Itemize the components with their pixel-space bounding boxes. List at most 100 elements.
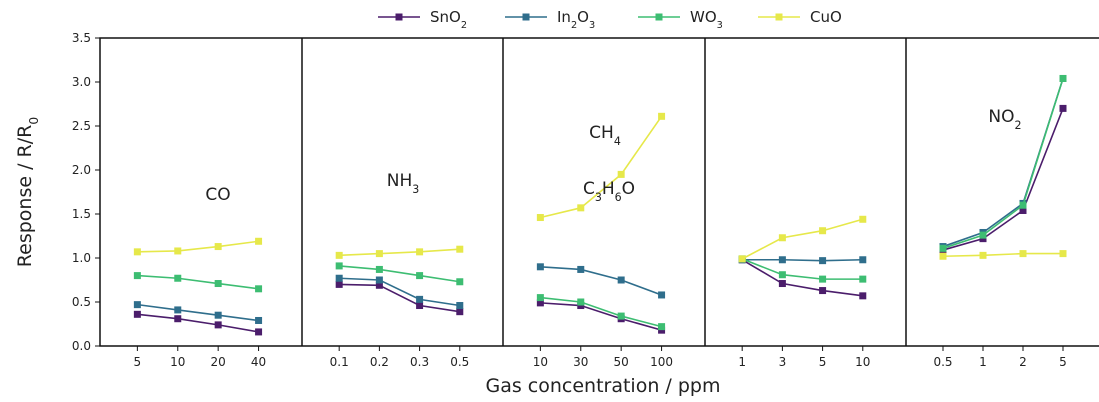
data-point (617, 276, 625, 284)
data-point (214, 280, 222, 288)
x-tick-label: 50 (614, 355, 629, 369)
data-point (819, 275, 827, 283)
data-point (738, 255, 746, 263)
x-tick-label: 0.5 (450, 355, 469, 369)
data-point (1019, 250, 1027, 258)
data-point (577, 298, 585, 306)
series-line (741, 218, 864, 260)
data-point (819, 287, 827, 295)
y-tick-label: 2.5 (72, 119, 91, 133)
data-point (859, 256, 867, 264)
legend-marker (395, 13, 403, 21)
data-point (375, 265, 383, 273)
data-point (133, 272, 141, 280)
series-line (540, 266, 662, 296)
x-tick-label: 5 (819, 355, 827, 369)
series-line (540, 115, 663, 219)
data-point (255, 316, 263, 324)
data-point (174, 247, 182, 255)
x-tick-label: 5 (1059, 355, 1067, 369)
data-point (536, 263, 544, 271)
y-tick-label: 0.5 (72, 295, 91, 309)
data-point (214, 243, 222, 251)
legend-label: SnO2 (430, 8, 467, 31)
data-point (979, 235, 987, 243)
data-point (133, 301, 141, 309)
series-line (540, 296, 662, 328)
x-tick-label: 10 (170, 355, 185, 369)
x-tick-label: 20 (211, 355, 226, 369)
data-point (375, 281, 383, 289)
panel-label: CH4 (589, 123, 621, 148)
data-point (658, 326, 666, 334)
data-point (335, 251, 343, 259)
data-point (335, 280, 343, 288)
data-point (617, 312, 625, 320)
data-point (1059, 104, 1067, 112)
x-tick-label: 10 (855, 355, 870, 369)
series-line (339, 248, 460, 257)
x-tick-label: 5 (134, 355, 142, 369)
data-point (255, 237, 263, 245)
data-point (416, 248, 424, 256)
panel-5: 0.5 1 2 5 NO2 (933, 74, 1067, 369)
data-point (375, 276, 383, 284)
data-point (1059, 74, 1067, 82)
legend-marker (522, 13, 530, 21)
panel-3: 10 30 50 100 CH4 (533, 112, 673, 369)
data-point (214, 311, 222, 319)
data-point (859, 275, 867, 283)
data-point (859, 215, 867, 223)
series-line (137, 240, 259, 253)
series-line (137, 313, 259, 333)
x-tick-label: 1 (738, 355, 746, 369)
y-tick-label: 3.0 (72, 75, 91, 89)
x-tick-label: 100 (650, 355, 673, 369)
series-line (137, 274, 259, 290)
series-line (942, 78, 1064, 250)
data-point (859, 292, 867, 300)
data-point (778, 256, 786, 264)
data-point (335, 274, 343, 282)
data-point (536, 299, 544, 307)
x-tick-label: 3 (779, 355, 787, 369)
data-point (939, 252, 947, 260)
data-point (416, 295, 424, 303)
series-line (540, 302, 662, 331)
x-tick-label: 0.1 (330, 355, 349, 369)
y-tick-label: 3.5 (72, 31, 91, 45)
series-line (741, 258, 863, 280)
data-point (658, 112, 666, 120)
data-point (456, 308, 464, 316)
data-point (778, 234, 786, 242)
data-point (456, 278, 464, 286)
data-point (174, 306, 182, 314)
legend-label: CuO (810, 8, 842, 26)
series-line (137, 303, 259, 322)
y-tick-label: 2.0 (72, 163, 91, 177)
x-tick-label: 30 (573, 355, 588, 369)
y-tick-label: 0.0 (72, 339, 91, 353)
data-point (577, 204, 585, 212)
data-point (658, 323, 666, 331)
data-point (1059, 250, 1067, 258)
data-point (1019, 201, 1027, 209)
data-point (617, 170, 625, 178)
panel-label: NH3 (387, 171, 420, 196)
data-point (174, 315, 182, 323)
x-axis-title: Gas concentration / ppm (485, 375, 720, 397)
series-line (942, 108, 1064, 251)
series-line (742, 258, 863, 262)
legend: SnO2 In2O3 WO3 CuO (378, 8, 842, 31)
panel-1: 5 10 20 40 CO (134, 185, 267, 369)
data-point (416, 272, 424, 280)
data-point (1019, 206, 1027, 214)
legend-label: WO3 (690, 8, 723, 31)
legend-marker (655, 13, 663, 21)
data-point (255, 285, 263, 293)
data-point (778, 280, 786, 288)
data-point (979, 231, 987, 239)
x-tick-label: 0.3 (410, 355, 429, 369)
series-line (339, 265, 460, 283)
data-point (577, 265, 585, 273)
